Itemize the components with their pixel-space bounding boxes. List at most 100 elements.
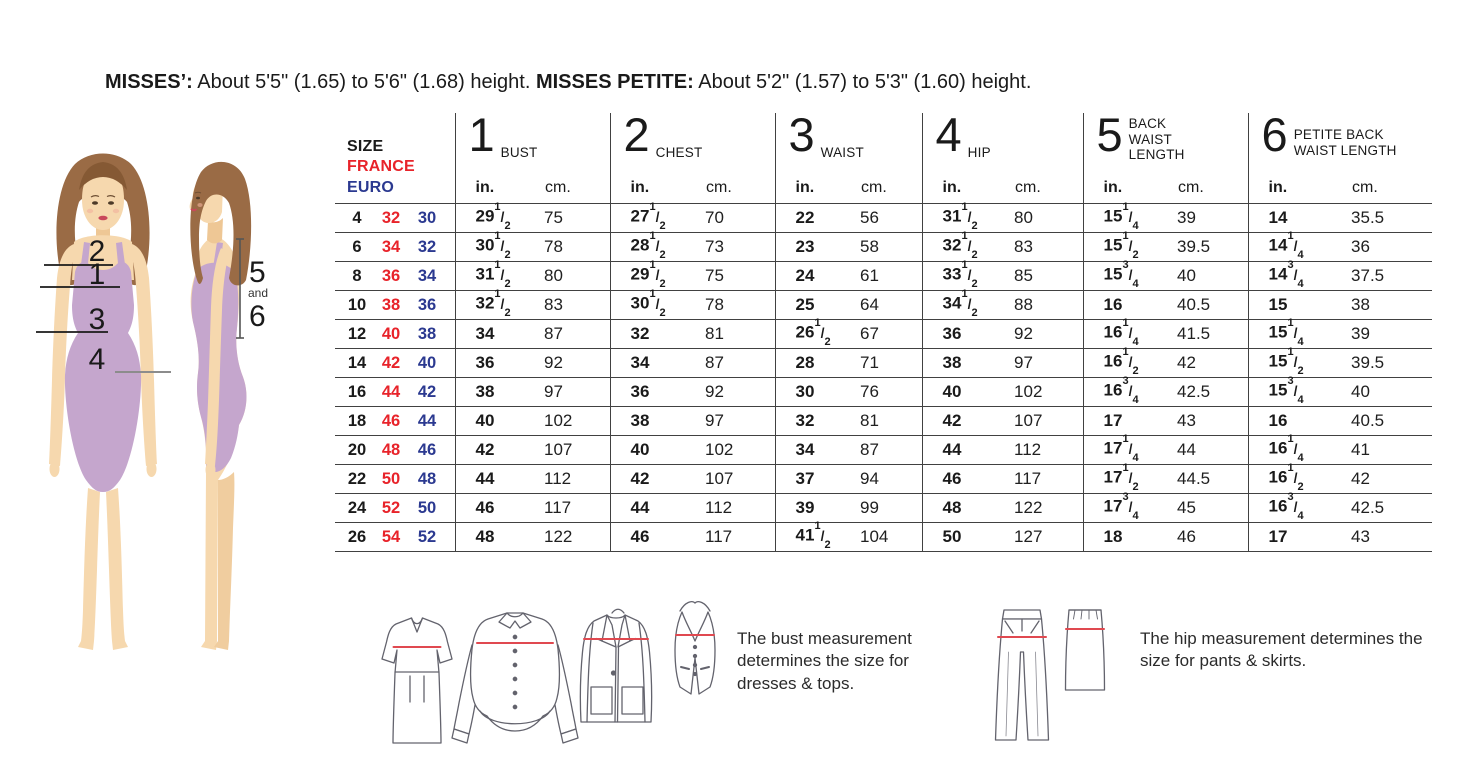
- chest-in-cell: 32: [609, 319, 689, 349]
- bust-in-cell: 321/2: [454, 288, 527, 320]
- hip-measurement-caption: The hip measurement determines the size …: [1140, 629, 1423, 671]
- hip-in-cell: 36: [921, 319, 998, 349]
- bust-in-cell: 46: [454, 493, 527, 523]
- size-cell: 4 32 30: [335, 203, 455, 233]
- hip-in-cell: 50: [921, 522, 998, 552]
- back-waist-cm-cell: 43: [1160, 406, 1249, 436]
- table-row: 18 46 44 40 102 38 97 32 81 42 107 17 43 16 40.5: [335, 406, 1433, 436]
- chest-in-cell: 40: [609, 435, 689, 465]
- waist-in-cell: 39: [774, 493, 844, 523]
- table-row: 4 32 30 291/2 75 271/2 70 22 56 311/2 80 151/4 39 14 3…: [335, 201, 1433, 233]
- bust-number: 1: [468, 108, 495, 161]
- chest-in-cell: 36: [609, 377, 689, 407]
- petite-back-waist-in-cell: 14: [1247, 203, 1335, 233]
- blouse-icon: [451, 612, 579, 744]
- hip-in-cell: 341/2: [921, 288, 998, 320]
- chest-in-cell: 301/2: [609, 288, 689, 320]
- petite-back-waist-in-cell: 143/4: [1247, 259, 1335, 291]
- waist-cm-cell: 56: [843, 203, 923, 233]
- chest-cm-cell: 81: [688, 319, 776, 349]
- waist-in-cell: 28: [774, 348, 844, 378]
- waist-cm-cell: 76: [843, 377, 923, 407]
- back-waist-in-cell: 153/4: [1082, 259, 1161, 291]
- bust-cm-cell: 122: [527, 522, 611, 552]
- hip-cm-cell: 80: [997, 203, 1084, 233]
- back-waist-in-cell: 171/4: [1082, 433, 1161, 465]
- back-waist-cm-cell: 44: [1160, 435, 1249, 465]
- size-cell: 12 40 38: [335, 319, 455, 349]
- size-cell: 20 48 46: [335, 435, 455, 465]
- mark-label-bust: 1: [89, 258, 106, 291]
- chest-in-cell: 46: [609, 522, 689, 552]
- petite-back-waist-cm-cell: 36: [1334, 232, 1433, 262]
- table-row: 20 48 46 42 107 40 102 34 87 44 112 171/4 44 161/4 41: [335, 433, 1433, 465]
- hip-in-cell: 331/2: [921, 259, 998, 291]
- back-waist-in-cell: 161/2: [1082, 346, 1161, 378]
- size-cell: 8 36 34: [335, 261, 455, 291]
- mark-label-back-waist: 5: [249, 256, 266, 289]
- chest-in-header: in.: [609, 173, 689, 204]
- bust-measurement-caption: The bust measurement determines the size…: [737, 629, 912, 693]
- bust-in-cell: 48: [454, 522, 527, 552]
- petite-back-waist-in-cell: 151/4: [1247, 317, 1335, 349]
- back-waist-in-cell: 17: [1082, 406, 1161, 436]
- petite-back-waist-cm-cell: 37.5: [1334, 261, 1433, 291]
- hip-number: 4: [935, 108, 962, 161]
- hip-cm-cell: 92: [997, 319, 1084, 349]
- hip-label: HIP: [967, 145, 991, 160]
- size-cell: 10 38 36: [335, 290, 455, 320]
- chest-label: CHEST: [655, 145, 703, 160]
- petite-back-waist-in-cell: 16: [1247, 406, 1335, 436]
- chest-in-cell: 44: [609, 493, 689, 523]
- back-waist-cm-cell: 46: [1160, 522, 1249, 552]
- petite-back-waist-cm-cell: 40.5: [1334, 406, 1433, 436]
- petite-back-waist-in-cell: 161/4: [1247, 433, 1335, 465]
- chest-in-cell: 291/2: [609, 259, 689, 291]
- tops-illustrations: [381, 601, 716, 744]
- bust-cm-cell: 78: [527, 232, 611, 262]
- petite-back-waist-label: PETITE BACK WAIST LENGTH: [1293, 127, 1397, 158]
- hip-cm-cell: 85: [997, 261, 1084, 291]
- chest-cm-cell: 78: [688, 290, 776, 320]
- size-chart-table: SIZE FRANCE EURO 1 BUST 2 CHEST 3 WAIST 4 HI…: [335, 108, 1433, 552]
- petite-back-waist-in-cell: 151/2: [1247, 346, 1335, 378]
- size-column-header: SIZE FRANCE EURO: [335, 113, 455, 204]
- col-header-hip: 4 HIP: [921, 108, 1084, 173]
- waist-cm-header: cm.: [843, 173, 923, 204]
- back-waist-cm-cell: 42: [1160, 348, 1249, 378]
- petite-back-waist-cm-cell: 43: [1334, 522, 1433, 552]
- hip-cm-cell: 83: [997, 232, 1084, 262]
- back-waist-cm-cell: 42.5: [1160, 377, 1249, 407]
- bust-in-cell: 42: [454, 435, 527, 465]
- chest-cm-cell: 75: [688, 261, 776, 291]
- side-figure-illustration: [189, 161, 252, 650]
- petite-back-waist-cm-cell: 41: [1334, 435, 1433, 465]
- col-header-back-waist-length: 5 BACK WAIST LENGTH: [1082, 108, 1249, 173]
- mark-label-waist: 3: [89, 303, 106, 336]
- bust-in-header: in.: [454, 173, 527, 204]
- bust-in-cell: 311/2: [454, 259, 527, 291]
- chest-cm-cell: 117: [688, 522, 776, 552]
- back-waist-in-cell: 163/4: [1082, 375, 1161, 407]
- bust-cm-cell: 97: [527, 377, 611, 407]
- dress-icon: [381, 617, 453, 744]
- bust-cm-cell: 87: [527, 319, 611, 349]
- petite-back-waist-cm-header: cm.: [1334, 173, 1433, 204]
- hip-cm-cell: 102: [997, 377, 1084, 407]
- table-row: 26 54 52 48 122 46 117 411/2 104 50 127 18 46 17 43: [335, 520, 1433, 552]
- mark-label-chest: 2: [89, 235, 106, 268]
- hip-in-cell: 42: [921, 406, 998, 436]
- waist-cm-cell: 104: [843, 522, 923, 552]
- back-waist-number: 5: [1096, 108, 1123, 161]
- hip-in-cell: 38: [921, 348, 998, 378]
- hip-cm-header: cm.: [997, 173, 1084, 204]
- hip-in-cell: 46: [921, 464, 998, 494]
- waist-in-header: in.: [774, 173, 844, 204]
- table-row: 22 50 48 44 112 42 107 37 94 46 117 171/2 44.5 161/2 4…: [335, 462, 1433, 494]
- chest-in-cell: 38: [609, 406, 689, 436]
- petite-back-waist-cm-cell: 38: [1334, 290, 1433, 320]
- hip-in-cell: 40: [921, 377, 998, 407]
- petite-back-waist-number: 6: [1261, 108, 1288, 161]
- table-row: 10 38 36 321/2 83 301/2 78 25 64 341/2 88 16 40.5 15 3…: [335, 288, 1433, 320]
